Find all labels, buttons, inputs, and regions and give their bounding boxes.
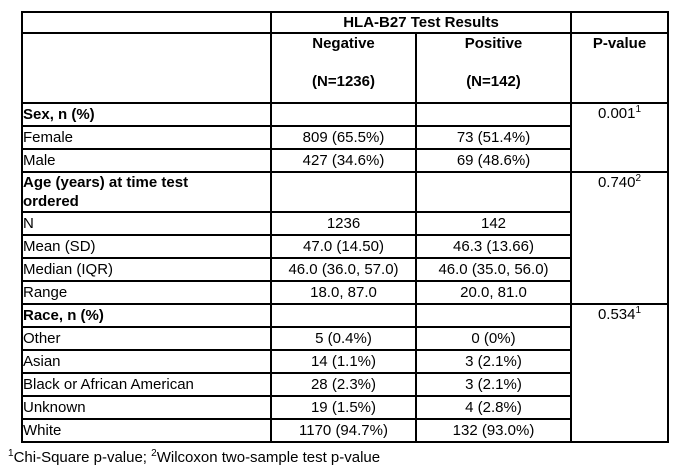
column-header-negative-n: (N=1236) (312, 73, 375, 90)
cell-positive: 20.0, 81.0 (415, 280, 572, 305)
cell-positive: 4 (2.8%) (415, 395, 572, 420)
cell-positive: 69 (48.6%) (415, 148, 572, 173)
cell-negative: 5 (0.4%) (270, 326, 417, 351)
cell-negative: 427 (34.6%) (270, 148, 417, 173)
pvalue-superscript: 1 (635, 305, 642, 316)
row-label: Male (21, 148, 272, 173)
footnote-text-2: Wilcoxon two-sample test p-value (156, 449, 381, 466)
cell-positive (415, 171, 572, 213)
row-label: Sex, n (%) (21, 102, 272, 127)
pvalue-text: 0.740 (597, 174, 636, 191)
row-label: Median (IQR) (21, 257, 272, 282)
table-row-sex: Sex, n (%) 0.0011 (21, 102, 669, 173)
column-header-negative: Negative (N=1236) (270, 32, 417, 104)
cell-negative: 46.0 (36.0, 57.0) (270, 257, 417, 282)
table-row-unknown: Unknown 19 (1.5%) 4 (2.8%) (21, 395, 668, 420)
footnote-text-1: Chi-Square p-value; (13, 449, 152, 466)
table-row-mean-sd: Mean (SD) 47.0 (14.50) 46.3 (13.66) (21, 234, 668, 259)
table-row-black-or-african-american: Black or African American 28 (2.3%) 3 (2… (21, 372, 668, 397)
cell-negative: 14 (1.1%) (270, 349, 417, 374)
hla-b27-results-table: HLA-B27 Test Results Negative (N=1236) P… (21, 11, 669, 443)
cell-positive: 0 (0%) (415, 326, 572, 351)
pvalue-text: 0.001 (597, 105, 636, 122)
cell-pvalue-sex: 0.0011 (570, 102, 669, 173)
table-title-row: HLA-B27 Test Results (21, 11, 669, 34)
row-label: Race, n (%) (21, 303, 272, 328)
row-label: Mean (SD) (21, 234, 272, 259)
spacer (273, 53, 414, 72)
cell-negative: 28 (2.3%) (270, 372, 417, 397)
cell-positive: 142 (415, 211, 572, 236)
cell-positive: 46.0 (35.0, 56.0) (415, 257, 572, 282)
column-header-positive: Positive (N=142) (415, 32, 572, 104)
row-label: Unknown (21, 395, 272, 420)
cell-positive: 46.3 (13.66) (415, 234, 572, 259)
footnote-superscript-1: 1 (8, 448, 14, 459)
cell-negative (270, 102, 417, 127)
row-label-text: Age (years) at time test ordered (23, 174, 189, 210)
column-header-positive-n: (N=142) (466, 73, 521, 90)
table-row-male: Male 427 (34.6%) 69 (48.6%) (21, 148, 668, 173)
row-label: Range (21, 280, 272, 305)
table-row-asian: Asian 14 (1.1%) 3 (2.1%) (21, 349, 668, 374)
footnote: 1Chi-Square p-value; 2Wilcoxon two-sampl… (8, 448, 380, 468)
column-header-positive-label: Positive (464, 35, 523, 52)
cell-negative: 18.0, 87.0 (270, 280, 417, 305)
table-row-range: Range 18.0, 87.0 20.0, 81.0 (21, 280, 668, 305)
cell-negative: 1170 (94.7%) (270, 418, 417, 443)
table-row-race: Race, n (%) 0.5341 (21, 303, 669, 443)
table-row-female: Female 809 (65.5%) 73 (51.4%) (21, 125, 668, 150)
row-label: Asian (21, 349, 272, 374)
pvalue-text: 0.534 (597, 306, 636, 323)
cell-pvalue-age: 0.7402 (570, 171, 669, 305)
table-row-median-iqr: Median (IQR) 46.0 (36.0, 57.0) 46.0 (35.… (21, 257, 668, 282)
column-header-pvalue: P-value (570, 32, 669, 104)
row-label: White (21, 418, 272, 443)
pvalue-superscript: 1 (635, 104, 642, 115)
blank-cell (21, 11, 272, 34)
row-label: N (21, 211, 272, 236)
row-label: Female (21, 125, 272, 150)
cell-negative: 47.0 (14.50) (270, 234, 417, 259)
table-row-n: N 1236 142 (21, 211, 668, 236)
footnote-superscript-2: 2 (151, 448, 157, 459)
blank-cell (21, 32, 272, 104)
cell-positive (415, 303, 572, 328)
cell-negative: 1236 (270, 211, 417, 236)
cell-negative: 19 (1.5%) (270, 395, 417, 420)
cell-positive (415, 102, 572, 127)
cell-positive: 3 (2.1%) (415, 372, 572, 397)
row-label: Age (years) at time test ordered (21, 171, 272, 213)
pvalue-superscript: 2 (635, 173, 642, 184)
cell-negative: 809 (65.5%) (270, 125, 417, 150)
table-title: HLA-B27 Test Results (270, 11, 572, 34)
cell-negative (270, 303, 417, 328)
cell-negative (270, 171, 417, 213)
row-label: Black or African American (21, 372, 272, 397)
cell-positive: 73 (51.4%) (415, 125, 572, 150)
column-header-row: Negative (N=1236) Positive (N=142) P-val… (21, 32, 669, 104)
cell-pvalue-race: 0.5341 (570, 303, 669, 443)
blank-cell (570, 11, 669, 34)
table-row-white: White 1170 (94.7%) 132 (93.0%) (21, 418, 668, 443)
column-header-negative-label: Negative (312, 35, 375, 52)
row-label: Other (21, 326, 272, 351)
cell-positive: 3 (2.1%) (415, 349, 572, 374)
table-row-age: Age (years) at time test ordered 0.7402 (21, 171, 669, 305)
cell-positive: 132 (93.0%) (415, 418, 572, 443)
spacer (418, 53, 569, 72)
table-row-other: Other 5 (0.4%) 0 (0%) (21, 326, 668, 351)
